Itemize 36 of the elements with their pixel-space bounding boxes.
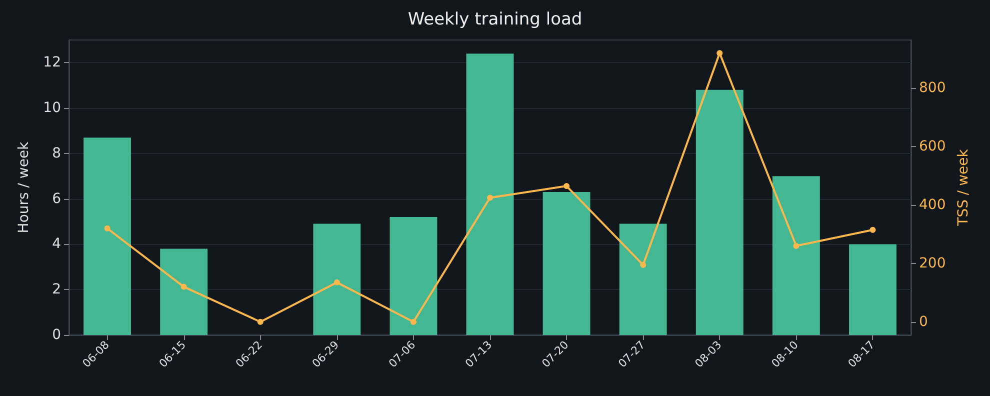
- point: [180, 284, 187, 290]
- point: [410, 318, 416, 325]
- point: [564, 183, 570, 190]
- point: [257, 318, 264, 325]
- y2-tick-label: 200: [919, 255, 946, 272]
- bar: [772, 176, 820, 335]
- bar: [542, 192, 590, 335]
- y-tick-label: 12: [43, 54, 61, 71]
- point: [716, 50, 723, 56]
- y2-tick-label: 400: [919, 197, 946, 214]
- point: [104, 225, 110, 232]
- y2-tick-label: 600: [919, 138, 946, 155]
- point: [870, 226, 876, 233]
- y-tick-label: 4: [52, 236, 62, 252]
- bar: [619, 224, 667, 335]
- y-tick-label: 8: [52, 145, 61, 162]
- chart-title: Weekly training load: [408, 10, 582, 30]
- bar: [160, 248, 208, 335]
- bar: [466, 54, 514, 335]
- bar: [84, 138, 131, 335]
- bar: [849, 244, 896, 335]
- point: [640, 262, 646, 268]
- y-tick-label: 6: [52, 190, 62, 207]
- y-axis-title: Hours / week: [16, 140, 32, 234]
- y2-tick-label: 800: [919, 80, 946, 96]
- y-tick-label: 0: [52, 327, 61, 343]
- bar: [696, 90, 744, 335]
- y-tick-label: 2: [52, 282, 61, 298]
- bar: [313, 224, 361, 335]
- y-tick-label: 10: [43, 100, 61, 116]
- point: [334, 279, 340, 286]
- y2-tick-label: 0: [919, 314, 928, 330]
- bar: [390, 217, 438, 335]
- point: [793, 242, 800, 249]
- y2-axis-title: TSS / week: [956, 148, 972, 227]
- point: [487, 194, 493, 201]
